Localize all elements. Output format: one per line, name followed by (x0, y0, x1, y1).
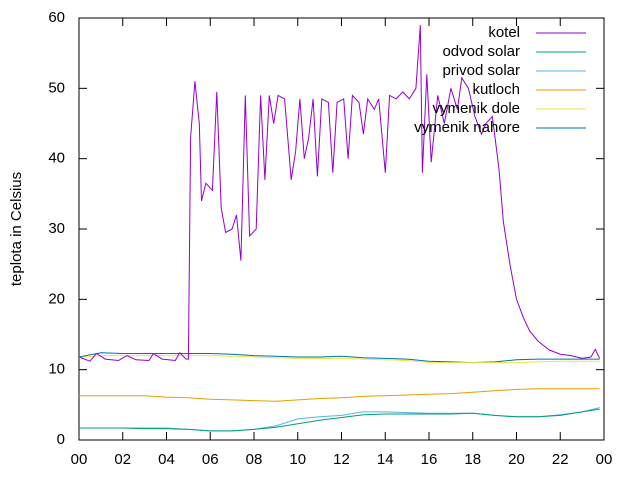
x-tick-label: 20 (508, 451, 525, 468)
x-tick-label: 22 (552, 451, 569, 468)
x-tick-label: 14 (377, 451, 394, 468)
legend-label: vymenik dole (432, 100, 520, 117)
series-line (79, 408, 600, 432)
y-tick-label: 40 (48, 150, 65, 167)
x-tick-label: 00 (71, 451, 88, 468)
series-line (78, 355, 600, 364)
x-tick-label: 06 (202, 451, 219, 468)
y-tick-label: 20 (48, 290, 65, 307)
legend-label: privod solar (442, 62, 520, 79)
series-line (79, 388, 600, 402)
x-tick-label: 18 (464, 451, 481, 468)
series-line (79, 407, 600, 432)
legend-label: vymenik nahore (414, 119, 520, 136)
y-axis-label: teplota in Celsius (8, 172, 25, 286)
y-tick-label: 60 (48, 9, 65, 26)
legend-label: odvod solar (442, 43, 520, 60)
x-tick-label: 00 (596, 451, 613, 468)
series-line (78, 352, 600, 364)
legend-label: kutloch (472, 81, 520, 98)
x-tick-label: 10 (289, 451, 306, 468)
plot-frame (78, 17, 605, 441)
x-tick-label: 02 (114, 451, 131, 468)
y-tick-label: 0 (57, 431, 65, 448)
x-tick-label: 04 (158, 451, 175, 468)
series-line (78, 24, 601, 362)
x-tick-label: 12 (333, 451, 350, 468)
x-tick-label: 08 (246, 451, 263, 468)
y-tick-label: 30 (48, 220, 65, 237)
y-tick-label: 10 (48, 361, 65, 378)
y-tick-label: 50 (48, 79, 65, 96)
x-tick-label: 16 (421, 451, 438, 468)
legend-label: kotel (488, 24, 520, 41)
